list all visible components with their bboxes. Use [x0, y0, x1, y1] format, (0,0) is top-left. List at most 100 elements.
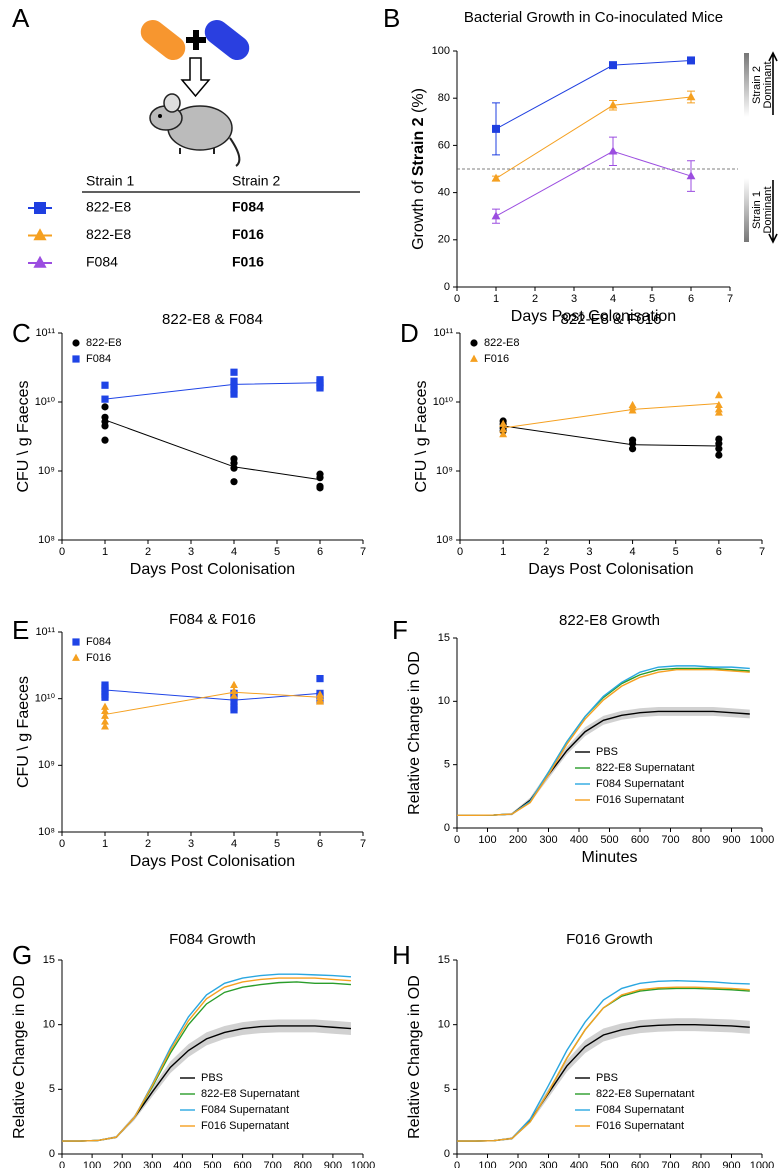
panel-letter: E [12, 615, 29, 645]
x-tick-label: 200 [113, 1160, 131, 1168]
y-tick-label: 10¹⁰ [35, 693, 56, 705]
replicate-point [316, 384, 324, 392]
growth-curve [457, 665, 750, 817]
x-axis-label: Days Post Colonisation [130, 561, 295, 578]
replicate-point [101, 436, 109, 444]
y-axis-label: Relative Change in OD [406, 651, 423, 815]
legend-label: F016 [484, 353, 509, 365]
data-point [608, 146, 618, 155]
table-cell: F016 [232, 254, 264, 270]
data-point [687, 56, 695, 65]
x-tick-label: 800 [692, 1160, 710, 1168]
x-tick-label: 100 [83, 1160, 101, 1168]
error-band [457, 1018, 750, 1142]
legend-marker [72, 653, 80, 661]
x-tick-label: 0 [454, 834, 460, 846]
y-axis-label: CFU \ g Faeces [413, 380, 430, 492]
y-tick-label: 10¹¹ [433, 327, 453, 339]
table-cell: 822-E8 [86, 226, 131, 242]
x-tick-label: 4 [610, 293, 616, 305]
panel-letter: B [383, 3, 400, 33]
replicate-point [714, 408, 723, 416]
x-tick-label: 300 [539, 1160, 557, 1168]
chart-title: F084 Growth [169, 931, 256, 948]
y-tick-label: 0 [444, 822, 450, 834]
x-tick-label: 4 [231, 838, 237, 850]
x-tick-label: 0 [59, 546, 65, 558]
mouse-ear [163, 93, 181, 113]
replicate-point [230, 706, 238, 714]
x-tick-label: 1 [500, 546, 506, 558]
data-point [491, 173, 501, 182]
table-cell: 822-E8 [86, 199, 131, 215]
y-tick-label: 5 [444, 759, 450, 771]
legend-marker [72, 355, 80, 363]
x-tick-label: 4 [231, 546, 237, 558]
x-tick-label: 600 [233, 1160, 251, 1168]
replicate-point [316, 484, 324, 492]
x-tick-label: 600 [631, 1160, 649, 1168]
x-tick-label: 400 [570, 834, 588, 846]
data-point [686, 171, 696, 180]
replicate-point [101, 403, 109, 411]
x-tick-label: 7 [727, 293, 733, 305]
legend-label: PBS [596, 1072, 618, 1084]
table-header: Strain 2 [232, 173, 280, 189]
replicate-point [230, 686, 238, 694]
replicate-point [714, 400, 723, 409]
legend-marker [33, 255, 47, 268]
replicate-point [628, 406, 637, 414]
x-tick-label: 6 [716, 546, 722, 558]
x-axis-label: Days Post Colonisation [130, 853, 295, 870]
y-tick-label: 10⁹ [436, 465, 453, 477]
legend-marker [72, 339, 80, 347]
y-axis-label-part: Growth of [410, 176, 427, 250]
x-tick-label: 800 [692, 834, 710, 846]
replicate-point [230, 386, 238, 394]
data-point [492, 124, 500, 133]
replicate-point [316, 674, 324, 683]
annotation: Strain 2 [751, 66, 763, 104]
legend-label: 822-E8 [484, 337, 519, 349]
x-tick-label: 500 [600, 834, 618, 846]
x-tick-label: 1 [102, 838, 108, 850]
y-tick-label: 5 [49, 1083, 55, 1095]
replicate-point [230, 368, 238, 376]
y-tick-label: 15 [438, 954, 450, 966]
replicate-point [230, 691, 238, 699]
x-tick-label: 1 [493, 293, 499, 305]
replicate-point [499, 419, 508, 427]
legend-label: F084 Supernatant [596, 778, 684, 790]
x-tick-label: 3 [586, 546, 592, 558]
replicate-point [230, 698, 238, 706]
x-tick-label: 5 [274, 546, 280, 558]
x-tick-label: 900 [722, 834, 740, 846]
mean-line [503, 425, 719, 447]
plus-sign [186, 30, 206, 50]
annotation-arrow [768, 51, 778, 115]
x-tick-label: 100 [478, 1160, 496, 1168]
down-arrow [180, 57, 211, 98]
mean-line [503, 403, 719, 429]
y-tick-label: 20 [438, 234, 450, 246]
x-tick-label: 400 [173, 1160, 191, 1168]
y-tick-label: 15 [43, 954, 55, 966]
x-tick-label: 400 [570, 1160, 588, 1168]
y-tick-label: 0 [444, 1148, 450, 1160]
table-cell: F084 [232, 199, 264, 215]
series-line [495, 96, 692, 179]
replicate-point [715, 439, 723, 448]
legend-label: PBS [201, 1072, 223, 1084]
table-header: Strain 1 [86, 173, 134, 189]
panel-letter: D [400, 318, 419, 348]
replicate-point [714, 390, 723, 399]
y-axis-label-part: Strain 2 [410, 117, 427, 176]
orange-pill [140, 19, 186, 61]
replicate-point [230, 382, 238, 390]
x-tick-label: 4 [630, 546, 636, 558]
growth-curve [62, 981, 352, 1142]
x-tick-label: 700 [661, 1160, 679, 1168]
x-tick-label: 3 [188, 546, 194, 558]
y-tick-label: 10 [438, 1019, 450, 1031]
replicate-point [628, 439, 637, 448]
